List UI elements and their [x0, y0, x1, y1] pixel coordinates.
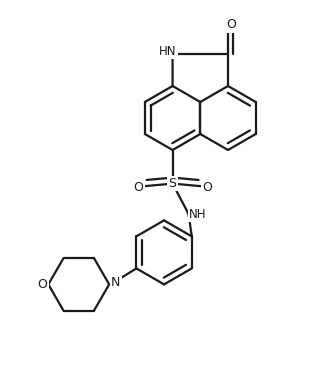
Text: HN: HN — [159, 44, 176, 58]
Text: NH: NH — [189, 208, 206, 220]
Text: S: S — [168, 177, 177, 190]
Text: O: O — [133, 181, 143, 194]
Text: O: O — [226, 18, 236, 31]
Text: N: N — [111, 276, 121, 289]
Text: O: O — [37, 278, 47, 291]
Text: O: O — [202, 181, 212, 194]
